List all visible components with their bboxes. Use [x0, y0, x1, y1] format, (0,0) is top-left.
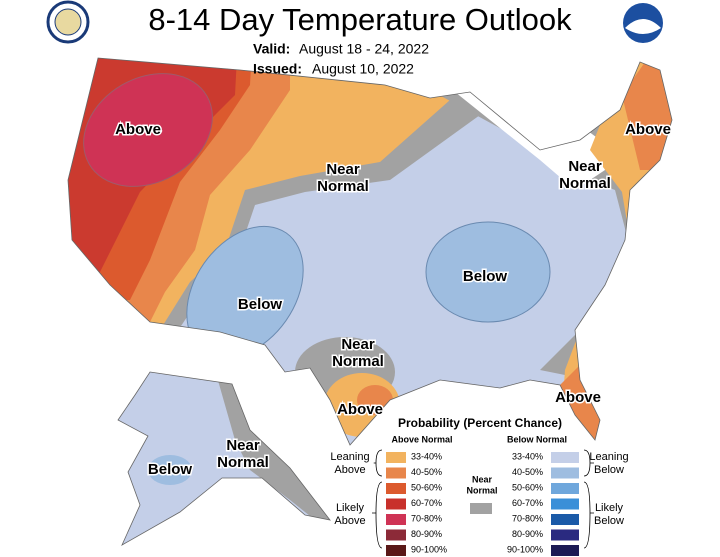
noaa-logo — [623, 3, 663, 43]
legend-bin-label: 33-40% — [411, 451, 442, 461]
legend-bin-label: 40-50% — [512, 467, 543, 477]
legend-near-normal: Normal — [466, 485, 497, 495]
map-label: Above — [337, 401, 383, 418]
legend-group-label: Above — [334, 515, 365, 527]
map-label: Near — [326, 161, 360, 178]
map-label: Near — [341, 336, 375, 353]
legend-swatch — [551, 467, 579, 479]
legend-bin-label: 70-80% — [411, 513, 442, 523]
map-label: Near — [226, 437, 260, 454]
legend-swatch — [386, 514, 406, 525]
map-label: Above — [625, 121, 671, 138]
issued-label: Issued: — [253, 61, 302, 77]
legend-bin-label: 80-90% — [411, 529, 442, 539]
legend-group-label: Above — [334, 464, 365, 476]
legend-group-label: Below — [594, 515, 624, 527]
map-label: Normal — [217, 454, 269, 471]
map-label: Above — [555, 389, 601, 406]
legend-swatch — [551, 529, 579, 541]
legend-swatch — [386, 452, 406, 463]
legend-bin-label: 70-80% — [512, 513, 543, 523]
near-normal-swatch — [470, 503, 492, 514]
conus-outline — [67, 57, 673, 446]
legend-swatch — [386, 529, 406, 541]
legend-swatch — [551, 483, 579, 494]
legend-above-header: Above Normal — [391, 434, 452, 444]
legend-title: Probability (Percent Chance) — [398, 416, 562, 430]
legend-swatch — [551, 498, 579, 510]
map-label: Normal — [317, 178, 369, 195]
legend-swatch — [386, 483, 406, 494]
legend-bin-label: 80-90% — [512, 529, 543, 539]
legend-below-header: Below Normal — [507, 434, 567, 444]
map-label: Below — [238, 296, 283, 313]
legend-bin-label: 40-50% — [411, 467, 442, 477]
map-label: Below — [148, 461, 193, 478]
map-label: Normal — [332, 353, 384, 370]
title: 8-14 Day Temperature Outlook — [148, 2, 572, 37]
valid-label: Valid: — [253, 41, 290, 57]
legend-swatch — [551, 545, 579, 556]
valid-dates: August 18 - 24, 2022 — [299, 41, 429, 57]
legend-bin-label: 33-40% — [512, 451, 543, 461]
legend-swatch — [386, 498, 406, 510]
map-label: Normal — [559, 175, 611, 192]
map-label: Below — [463, 268, 508, 285]
legend-bin-label: 50-60% — [512, 482, 543, 492]
legend-bin-label: 50-60% — [411, 482, 442, 492]
legend-swatch — [386, 545, 406, 556]
legend-bin-label: 60-70% — [411, 498, 442, 508]
legend-group-label: Leaning — [330, 451, 369, 463]
legend-group-label: Leaning — [589, 451, 628, 463]
legend-swatch — [551, 514, 579, 525]
legend-group-label: Likely — [336, 502, 365, 514]
map-label: Above — [115, 121, 161, 138]
alaska-outline — [117, 371, 331, 546]
legend-group-label: Likely — [595, 502, 624, 514]
legend-bin-label: 60-70% — [512, 498, 543, 508]
doc-logo — [46, 0, 90, 44]
legend-group-label: Below — [594, 464, 624, 476]
legend-bin-label: 90-100% — [507, 544, 543, 554]
issued-date: August 10, 2022 — [312, 61, 414, 77]
legend-swatch — [386, 467, 406, 479]
brace-above — [372, 449, 383, 549]
legend-bin-label: 90-100% — [411, 544, 447, 554]
legend-near-normal: Near — [472, 474, 493, 484]
brace-below — [583, 449, 594, 549]
legend-swatch — [551, 452, 579, 463]
map-label: Near — [568, 158, 602, 175]
